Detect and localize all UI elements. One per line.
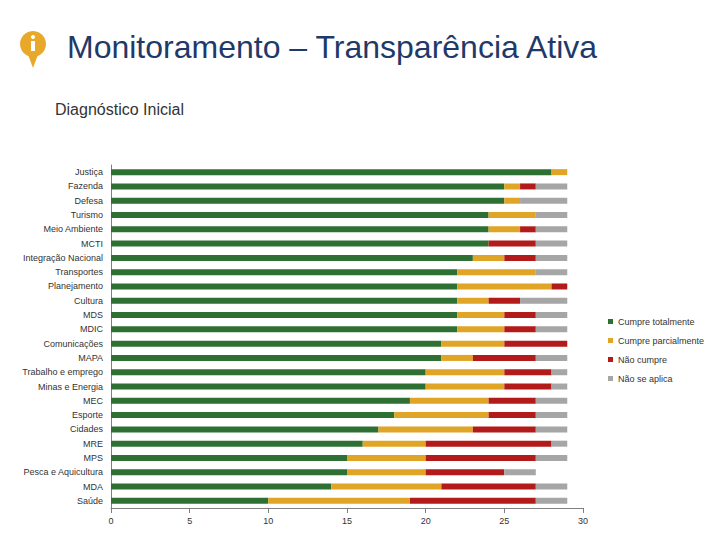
svg-text:Justiça: Justiça [75, 167, 103, 177]
svg-text:25: 25 [499, 516, 509, 526]
svg-text:20: 20 [421, 516, 431, 526]
svg-text:Cultura: Cultura [74, 296, 103, 306]
svg-text:Não cumpre: Não cumpre [618, 355, 667, 365]
svg-text:Esporte: Esporte [72, 410, 103, 420]
svg-text:15: 15 [342, 516, 352, 526]
svg-text:MCTI: MCTI [81, 239, 103, 249]
svg-text:MPS: MPS [83, 453, 103, 463]
svg-text:0: 0 [108, 516, 113, 526]
svg-text:10: 10 [263, 516, 273, 526]
svg-text:Defesa: Defesa [74, 196, 103, 206]
svg-text:Transportes: Transportes [55, 267, 103, 277]
svg-text:MAPA: MAPA [78, 353, 103, 363]
svg-text:30: 30 [578, 516, 588, 526]
svg-text:Cumpre parcialmente: Cumpre parcialmente [618, 336, 704, 346]
svg-text:Monitoramento – Transparência: Monitoramento – Transparência Ativa [67, 29, 597, 65]
svg-text:Integração Nacional: Integração Nacional [23, 253, 103, 263]
svg-text:Saúde: Saúde [77, 496, 103, 506]
svg-text:Não se aplica: Não se aplica [618, 374, 673, 384]
svg-text:MEC: MEC [83, 396, 104, 406]
svg-text:MRE: MRE [83, 439, 103, 449]
svg-text:Planejamento: Planejamento [48, 281, 103, 291]
svg-text:5: 5 [187, 516, 192, 526]
svg-text:MDA: MDA [83, 482, 103, 492]
svg-text:Turismo: Turismo [71, 210, 103, 220]
svg-text:Cumpre totalmente: Cumpre totalmente [618, 317, 695, 327]
svg-text:Pesca e Aquicultura: Pesca e Aquicultura [23, 467, 103, 477]
svg-text:Minas e Energia: Minas e Energia [38, 382, 103, 392]
svg-text:MDS: MDS [83, 310, 103, 320]
svg-text:Cidades: Cidades [70, 424, 104, 434]
svg-text:Comunicações: Comunicações [43, 339, 103, 349]
svg-text:Trabalho e emprego: Trabalho e emprego [22, 367, 103, 377]
svg-text:Diagnóstico Inicial: Diagnóstico Inicial [55, 101, 184, 118]
svg-text:Meio Ambiente: Meio Ambiente [43, 224, 103, 234]
svg-text:Fazenda: Fazenda [68, 181, 103, 191]
svg-text:MDIC: MDIC [80, 324, 103, 334]
